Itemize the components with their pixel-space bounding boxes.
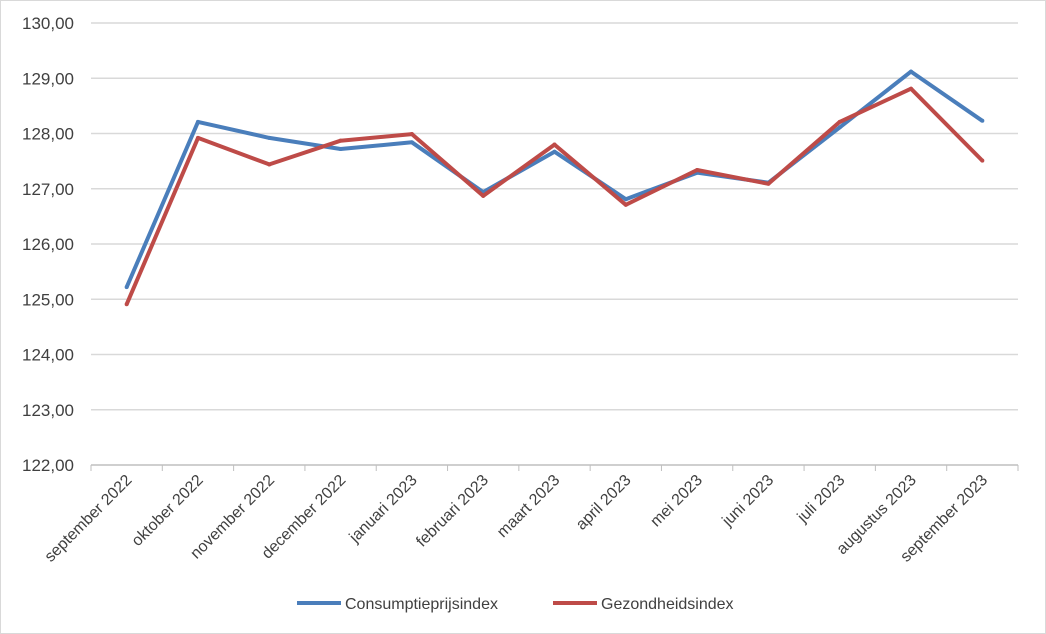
data-point (909, 69, 914, 74)
data-point (552, 142, 557, 147)
data-point (195, 119, 200, 124)
x-tick-label: oktober 2022 (129, 472, 207, 550)
data-point (623, 197, 628, 202)
y-tick-label: 129,00 (22, 69, 74, 88)
gridlines (91, 22, 1018, 466)
data-point (338, 138, 343, 143)
data-point (552, 149, 557, 154)
x-tick-label: september 2022 (42, 472, 136, 566)
series-line-gezondheidsindex (124, 86, 984, 305)
y-tick-label: 122,00 (22, 456, 74, 475)
x-tick-label: juni 2023 (719, 472, 778, 531)
data-point (837, 119, 842, 124)
data-point (695, 167, 700, 172)
x-tick-label: maart 2023 (494, 472, 563, 541)
data-point (909, 86, 914, 91)
data-point (837, 125, 842, 130)
legend-label-gezondheidsindex: Gezondheidsindex (601, 596, 734, 613)
data-point (338, 146, 343, 151)
data-point (267, 135, 272, 140)
series-line-consumptieprijsindex (124, 69, 984, 288)
y-tick-label: 130,00 (22, 14, 74, 33)
data-point (623, 202, 628, 207)
y-tick-label: 126,00 (22, 235, 74, 254)
y-tick-label: 127,00 (22, 180, 74, 199)
y-tick-label: 125,00 (22, 290, 74, 309)
data-point (481, 193, 486, 198)
x-tick-label: juli 2023 (794, 472, 849, 527)
legend: Consumptieprijsindex Gezondheidsindex (297, 596, 734, 613)
series-lines (124, 69, 985, 307)
x-tick-label: april 2023 (573, 472, 635, 534)
data-point (124, 285, 129, 290)
data-point (409, 140, 414, 145)
x-tick-label: januari 2023 (346, 472, 421, 547)
x-tick-label: februari 2023 (413, 472, 492, 551)
legend-label-consumptieprijsindex: Consumptieprijsindex (345, 596, 498, 613)
data-point (980, 158, 985, 163)
data-point (124, 302, 129, 307)
y-tick-label: 128,00 (22, 125, 74, 144)
x-tick-label: mei 2023 (647, 472, 706, 531)
y-axis: 122,00 123,00 124,00 125,00 126,00 127,00 128,… (22, 14, 74, 475)
data-point (766, 181, 771, 186)
data-point (980, 118, 985, 123)
data-point (409, 132, 414, 137)
y-tick-label: 123,00 (22, 401, 74, 420)
data-point (195, 135, 200, 140)
data-point (267, 162, 272, 167)
y-tick-label: 124,00 (22, 346, 74, 365)
